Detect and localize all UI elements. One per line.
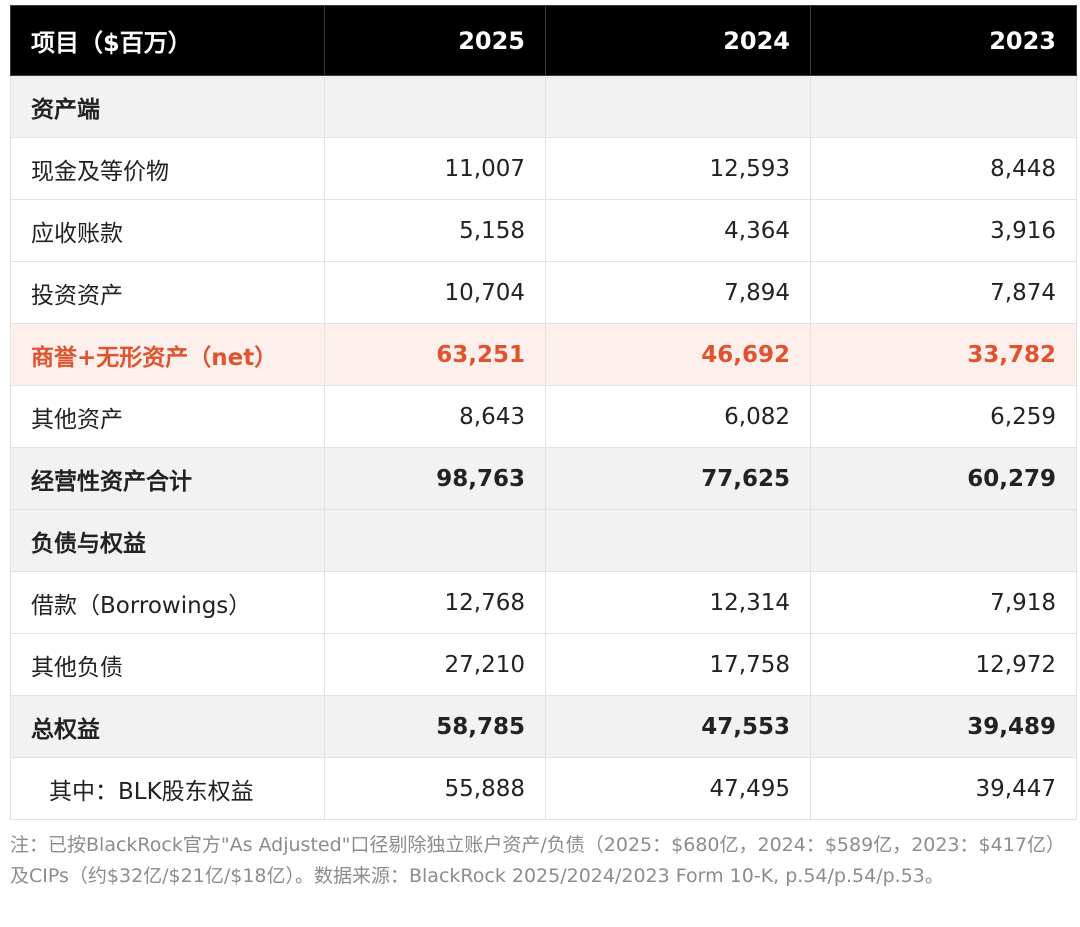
cell-2025: 5,158 bbox=[324, 199, 546, 262]
cell-2024: 12,593 bbox=[545, 137, 811, 200]
cell-2025: 27,210 bbox=[324, 633, 546, 696]
table-row-other-assets: 其他资产 8,643 6,082 6,259 bbox=[10, 385, 1077, 448]
row-label: 经营性资产合计 bbox=[10, 447, 325, 510]
table-row-blk-shareholder-equity: 其中：BLK股东权益 55,888 47,495 39,447 bbox=[10, 757, 1077, 820]
total-row-equity: 总权益 58,785 47,553 39,489 bbox=[10, 695, 1077, 758]
header-item: 项目（$百万） bbox=[10, 5, 325, 76]
cell-2024: 47,553 bbox=[545, 695, 811, 758]
cell-2025: 12,768 bbox=[324, 571, 546, 634]
footnote: 注：已按BlackRock官方"As Adjusted"口径剔除独立账户资产/负… bbox=[10, 834, 1056, 887]
row-label: 资产端 bbox=[10, 75, 325, 138]
cell-2023: 39,489 bbox=[810, 695, 1077, 758]
cell-2023: 60,279 bbox=[810, 447, 1077, 510]
row-label: 现金及等价物 bbox=[10, 137, 325, 200]
cell-2023 bbox=[810, 75, 1077, 138]
cell-2025 bbox=[324, 509, 546, 572]
row-label: 总权益 bbox=[10, 695, 325, 758]
cell-2025: 63,251 bbox=[324, 323, 546, 386]
cell-2025: 98,763 bbox=[324, 447, 546, 510]
header-year-2024: 2024 bbox=[545, 5, 811, 76]
row-label: 商誉+无形资产（net） bbox=[10, 323, 325, 386]
header-year-2025: 2025 bbox=[324, 5, 546, 76]
row-label: 其中：BLK股东权益 bbox=[10, 757, 325, 820]
row-label: 借款（Borrowings） bbox=[10, 571, 325, 634]
cell-2024 bbox=[545, 75, 811, 138]
table-body: 资产端 现金及等价物 11,007 12,593 8,448 应收账款 5,15… bbox=[10, 75, 1077, 820]
row-label: 应收账款 bbox=[10, 199, 325, 262]
section-row-assets: 资产端 bbox=[10, 75, 1077, 138]
cell-2024: 17,758 bbox=[545, 633, 811, 696]
table-row-borrowings: 借款（Borrowings） 12,768 12,314 7,918 bbox=[10, 571, 1077, 634]
row-label: 投资资产 bbox=[10, 261, 325, 324]
table-header: 项目（$百万） 2025 2024 2023 bbox=[10, 5, 1077, 76]
cell-2024: 6,082 bbox=[545, 385, 811, 448]
cell-2025: 58,785 bbox=[324, 695, 546, 758]
cell-2023: 39,447 bbox=[810, 757, 1077, 820]
cell-2023: 7,874 bbox=[810, 261, 1077, 324]
row-label: 其他资产 bbox=[10, 385, 325, 448]
table-row-investments: 投资资产 10,704 7,894 7,874 bbox=[10, 261, 1077, 324]
cell-2025 bbox=[324, 75, 546, 138]
cell-2023: 8,448 bbox=[810, 137, 1077, 200]
cell-2024 bbox=[545, 509, 811, 572]
row-label: 其他负债 bbox=[10, 633, 325, 696]
cell-2025: 8,643 bbox=[324, 385, 546, 448]
cell-2023: 3,916 bbox=[810, 199, 1077, 262]
header-year-2023: 2023 bbox=[810, 5, 1077, 76]
cell-2023: 33,782 bbox=[810, 323, 1077, 386]
cell-2024: 7,894 bbox=[545, 261, 811, 324]
cell-2024: 12,314 bbox=[545, 571, 811, 634]
table-row-receivables: 应收账款 5,158 4,364 3,916 bbox=[10, 199, 1077, 262]
cell-2023: 6,259 bbox=[810, 385, 1077, 448]
cell-2025: 10,704 bbox=[324, 261, 546, 324]
cell-2025: 11,007 bbox=[324, 137, 546, 200]
table-row-goodwill-intangibles: 商誉+无形资产（net） 63,251 46,692 33,782 bbox=[10, 323, 1077, 386]
balance-sheet-table: 项目（$百万） 2025 2024 2023 资产端 现金及等价物 11,007… bbox=[10, 5, 1077, 820]
table-row-cash: 现金及等价物 11,007 12,593 8,448 bbox=[10, 137, 1077, 200]
cell-2024: 46,692 bbox=[545, 323, 811, 386]
cell-2023 bbox=[810, 509, 1077, 572]
table-row-other-liabilities: 其他负债 27,210 17,758 12,972 bbox=[10, 633, 1077, 696]
cell-2024: 77,625 bbox=[545, 447, 811, 510]
total-row-operating-assets: 经营性资产合计 98,763 77,625 60,279 bbox=[10, 447, 1077, 510]
section-row-liabilities-equity: 负债与权益 bbox=[10, 509, 1077, 572]
cell-2024: 4,364 bbox=[545, 199, 811, 262]
header-row: 项目（$百万） 2025 2024 2023 bbox=[10, 5, 1077, 76]
row-label: 负债与权益 bbox=[10, 509, 325, 572]
cell-2025: 55,888 bbox=[324, 757, 546, 820]
cell-2024: 47,495 bbox=[545, 757, 811, 820]
cell-2023: 7,918 bbox=[810, 571, 1077, 634]
cell-2023: 12,972 bbox=[810, 633, 1077, 696]
